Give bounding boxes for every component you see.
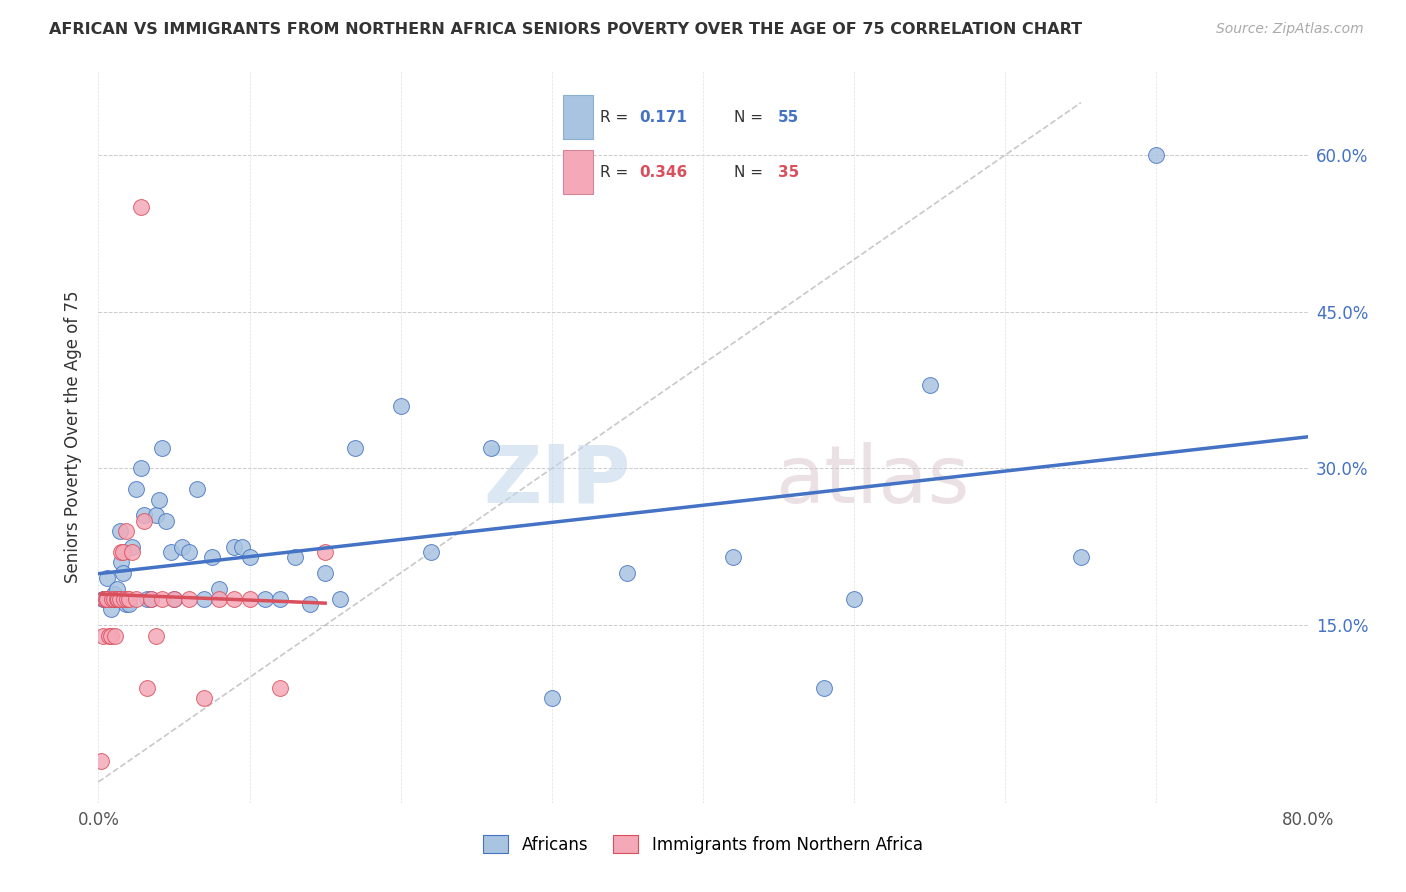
Point [129,461,152,475]
Point [155,514,177,528]
Point [110,556,132,570]
Point [103,587,125,601]
Point [420,545,443,559]
Point [160,545,183,559]
Point [100,602,122,616]
Point [135,681,157,695]
Point [101,592,124,607]
Point [193,592,215,607]
Point [125,483,148,497]
Point [723,550,745,565]
Point [813,681,835,695]
Text: ZIP: ZIP [484,442,630,520]
Point [150,592,173,607]
Point [111,545,134,559]
Point [208,582,231,596]
Point [118,597,141,611]
Point [269,592,291,607]
Point [105,592,128,607]
Point [201,550,224,565]
Point [104,592,127,607]
Point [314,566,336,580]
Text: atlas: atlas [776,442,970,520]
Point [141,592,163,607]
Point [239,592,262,607]
Point [253,592,276,607]
Point [91,629,114,643]
Point [125,592,148,607]
Point [132,514,155,528]
Point [1144,148,1167,162]
Point [108,524,131,538]
Point [540,691,562,706]
Point [108,592,131,607]
Point [186,483,208,497]
Y-axis label: Seniors Poverty Over the Age of 75: Seniors Poverty Over the Age of 75 [65,291,83,583]
Point [145,508,167,523]
Point [121,545,143,559]
Point [179,592,201,607]
Point [179,545,201,559]
Point [90,754,112,768]
Point [91,592,114,607]
Point [115,592,138,607]
Point [110,545,132,559]
Point [96,592,118,607]
Point [616,566,638,580]
Legend: Africans, Immigrants from Northern Africa: Africans, Immigrants from Northern Afric… [477,829,929,860]
Point [150,441,173,455]
Point [121,540,143,554]
Point [93,592,115,607]
Point [239,550,262,565]
Point [135,592,157,607]
Point [132,508,155,523]
Point [918,377,941,392]
Text: AFRICAN VS IMMIGRANTS FROM NORTHERN AFRICA SENIORS POVERTY OVER THE AGE OF 75 CO: AFRICAN VS IMMIGRANTS FROM NORTHERN AFRI… [49,22,1083,37]
Point [105,582,128,596]
Point [231,540,253,554]
Point [96,571,118,585]
Point [98,629,121,643]
Point [299,597,322,611]
Point [114,597,136,611]
Point [208,592,231,607]
Point [329,592,352,607]
Point [284,550,307,565]
Point [100,629,122,643]
Point [114,524,136,538]
Point [107,592,129,607]
Point [224,592,246,607]
Point [107,592,129,607]
Point [344,441,367,455]
Point [98,592,121,607]
Point [94,592,117,607]
Point [104,629,127,643]
Point [141,592,163,607]
Point [103,592,125,607]
Point [170,540,193,554]
Point [269,681,291,695]
Point [148,492,170,507]
Point [1070,550,1092,565]
Point [111,566,134,580]
Point [163,592,186,607]
Point [224,540,246,554]
Point [481,441,503,455]
Point [145,629,167,643]
Point [112,592,135,607]
Point [101,592,124,607]
Point [193,691,215,706]
Point [389,399,412,413]
Point [314,545,336,559]
Text: Source: ZipAtlas.com: Source: ZipAtlas.com [1216,22,1364,37]
Point [129,200,152,214]
Point [118,592,141,607]
Point [93,592,115,607]
Point [163,592,186,607]
Point [844,592,866,607]
Point [94,592,117,607]
